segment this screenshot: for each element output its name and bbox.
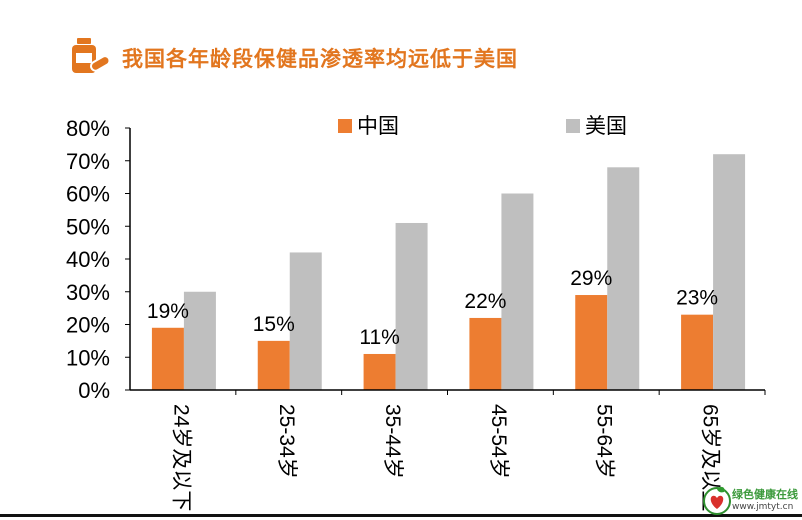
- y-tick-label: 40%: [66, 247, 110, 272]
- legend-label: 中国: [357, 115, 399, 138]
- chart-title: 我国各年龄段保健品渗透率均远低于美国: [122, 46, 518, 71]
- x-tick-label: 35-44岁: [381, 404, 404, 479]
- bar-china: [363, 353, 396, 390]
- watermark: 绿色健康在线 www.jmtyt.cn: [702, 484, 802, 518]
- bar-usa: [501, 193, 534, 390]
- legend: 中国 美国: [338, 115, 627, 138]
- y-tick-label: 50%: [66, 214, 110, 239]
- medicine-bottle-icon: [64, 36, 112, 80]
- legend-swatch: [566, 119, 580, 133]
- y-tick-label: 10%: [66, 345, 110, 370]
- x-tick-label: 45-54岁: [487, 404, 510, 479]
- watermark-text: 绿色健康在线: [732, 488, 798, 501]
- bar-china: [575, 295, 608, 390]
- x-tick-label: 65岁及以上: [699, 404, 722, 511]
- x-tick-label: 24岁及以下: [169, 404, 192, 511]
- bar-china: [469, 317, 502, 390]
- y-tick-label: 20%: [66, 313, 110, 338]
- bar-china: [151, 327, 184, 390]
- x-axis: 24岁及以下 25-34岁 35-44岁 45-54岁 55-64岁 65岁及以上: [130, 389, 766, 511]
- watermark-url: www.jmtyt.cn: [732, 502, 794, 512]
- y-tick-label: 0%: [78, 378, 110, 403]
- bar-china: [257, 340, 290, 390]
- bar-usa: [713, 154, 746, 390]
- bottom-rule: [0, 514, 802, 517]
- bar-usa: [395, 222, 428, 390]
- data-label: 22%: [464, 290, 506, 313]
- bar-usa: [289, 252, 322, 390]
- chart-header: 我国各年龄段保健品渗透率均远低于美国: [64, 38, 518, 78]
- legend-label: 美国: [585, 115, 627, 138]
- data-label: 11%: [359, 326, 399, 349]
- heart-leaf-icon: [703, 486, 731, 515]
- y-tick-label: 30%: [66, 280, 110, 305]
- data-label: 29%: [570, 267, 612, 290]
- data-label: 19%: [147, 300, 189, 323]
- y-axis: 0% 10% 20% 30% 40% 50% 60% 70% 80%: [66, 116, 131, 403]
- data-label: 23%: [676, 287, 718, 310]
- y-tick-label: 80%: [66, 116, 110, 141]
- bars: [151, 154, 746, 390]
- bar-china: [681, 314, 714, 390]
- y-tick-label: 60%: [66, 182, 110, 207]
- x-tick-label: 25-34岁: [275, 404, 298, 479]
- data-labels: 19% 15% 11% 22% 29% 23%: [147, 267, 718, 349]
- x-tick-label: 55-64岁: [593, 404, 616, 479]
- bar-usa: [607, 167, 640, 390]
- data-label: 15%: [253, 313, 295, 336]
- bar-usa: [183, 291, 216, 390]
- y-tick-label: 70%: [66, 149, 110, 174]
- legend-swatch: [338, 119, 352, 133]
